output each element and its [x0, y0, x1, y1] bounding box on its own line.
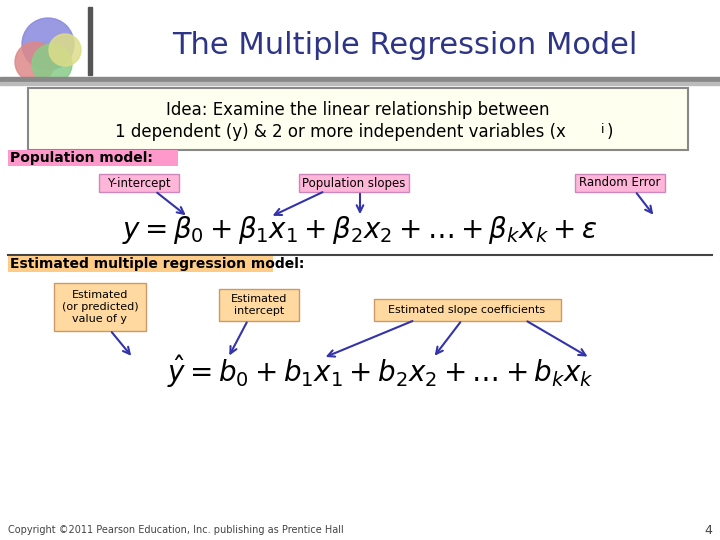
Bar [0, 82, 720, 85]
Text: Random Error: Random Error [580, 177, 661, 190]
Text: Estimated slope coefficients: Estimated slope coefficients [388, 305, 546, 315]
Text: 4: 4 [704, 523, 712, 537]
Circle shape [22, 18, 74, 70]
Circle shape [32, 44, 72, 84]
Text: ): ) [607, 123, 613, 141]
FancyBboxPatch shape [8, 256, 273, 272]
Text: $\hat{y} = b_0 + b_1 x_1 + b_2 x_2 + \ldots + b_k x_k$: $\hat{y} = b_0 + b_1 x_1 + b_2 x_2 + \ld… [166, 354, 593, 390]
Bar [88, 7, 92, 75]
FancyBboxPatch shape [54, 283, 146, 331]
Text: Estimated multiple regression model:: Estimated multiple regression model: [10, 257, 305, 271]
FancyBboxPatch shape [28, 88, 688, 150]
Circle shape [49, 34, 81, 66]
FancyBboxPatch shape [99, 174, 179, 192]
Text: The Multiple Regression Model: The Multiple Regression Model [172, 30, 638, 59]
Text: Copyright ©2011 Pearson Education, Inc. publishing as Prentice Hall: Copyright ©2011 Pearson Education, Inc. … [8, 525, 343, 535]
FancyBboxPatch shape [575, 174, 665, 192]
Text: Y-intercept: Y-intercept [107, 177, 171, 190]
Text: Idea: Examine the linear relationship between: Idea: Examine the linear relationship be… [166, 101, 550, 119]
FancyBboxPatch shape [8, 150, 178, 166]
Text: $y = \beta_0 + \beta_1 x_1 + \beta_2 x_2 + \ldots + \beta_k x_k + \varepsilon$: $y = \beta_0 + \beta_1 x_1 + \beta_2 x_2… [122, 214, 598, 246]
Text: Estimated
(or predicted)
value of y: Estimated (or predicted) value of y [62, 291, 138, 323]
Circle shape [15, 42, 55, 82]
Text: Population model:: Population model: [10, 151, 153, 165]
FancyBboxPatch shape [374, 299, 561, 321]
Text: i: i [601, 123, 605, 136]
FancyBboxPatch shape [219, 289, 299, 321]
Bar [0, 77, 720, 82]
Text: Estimated
intercept: Estimated intercept [231, 294, 287, 316]
Text: Population slopes: Population slopes [302, 177, 405, 190]
FancyBboxPatch shape [299, 174, 409, 192]
Text: 1 dependent (y) & 2 or more independent variables (x: 1 dependent (y) & 2 or more independent … [114, 123, 565, 141]
